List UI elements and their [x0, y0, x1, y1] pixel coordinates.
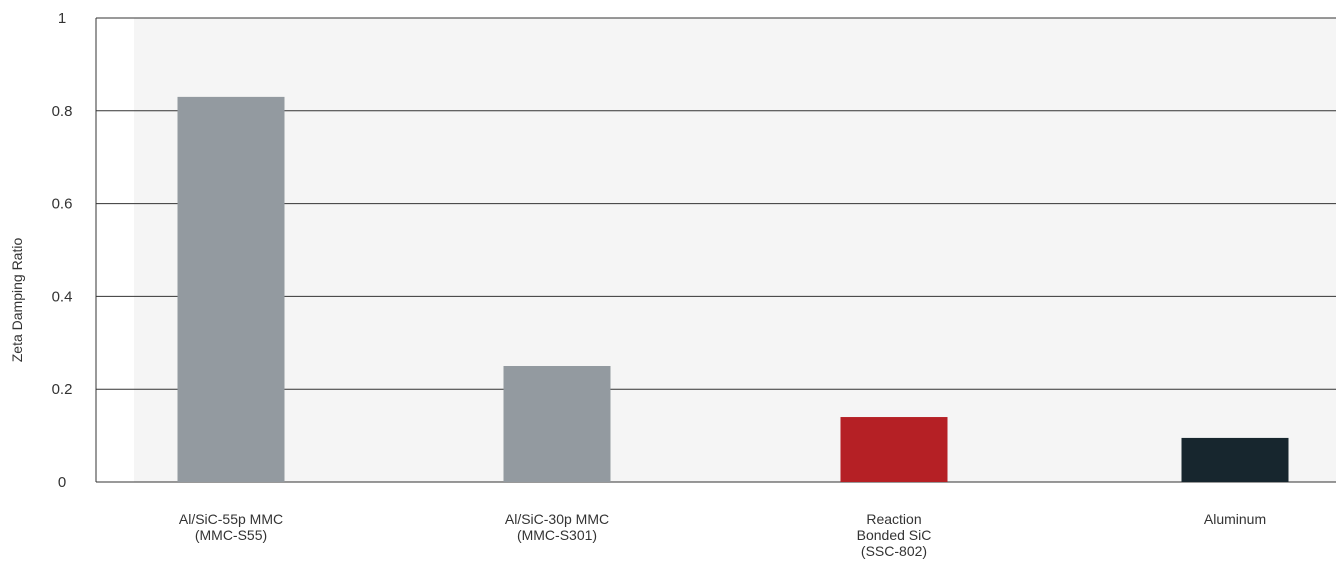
y-tick-label-5: 1	[58, 10, 66, 27]
x-category-label-2: Reaction Bonded SiC (SSC-802)	[857, 511, 932, 559]
bars	[177, 96, 1289, 482]
x-category-labels: Al/SiC-55p MMC (MMC-S55)Al/SiC-30p MMC (MM…	[179, 511, 1266, 559]
x-category-label-3: Aluminum	[1204, 511, 1266, 527]
x-category-label-line: (MMC-S301)	[517, 527, 597, 543]
bar-2	[840, 417, 948, 482]
bar-1	[503, 366, 611, 482]
gridlines	[96, 17, 1336, 483]
bar-0	[177, 96, 285, 482]
x-category-label-line: Bonded SiC	[857, 527, 932, 543]
x-category-label-line: Al/SiC-55p MMC	[179, 511, 283, 527]
y-tick-labels: 0 0.2 0.4 0.6 0.8 1	[52, 10, 73, 491]
x-category-label-line: Al/SiC-30p MMC	[505, 511, 609, 527]
y-tick-label-2: 0.4	[52, 288, 73, 305]
x-category-label-line: Reaction	[866, 511, 921, 527]
plot-background	[134, 18, 1336, 482]
y-tick-label-4: 0.8	[52, 103, 73, 120]
x-category-label-line: Aluminum	[1204, 511, 1266, 527]
y-axis-title: Zeta Damping Ratio	[9, 238, 25, 363]
bar-3	[1181, 437, 1289, 482]
y-tick-label-3: 0.6	[52, 196, 73, 213]
x-category-label-0: Al/SiC-55p MMC (MMC-S55)	[179, 511, 283, 543]
y-tick-label-0: 0	[58, 474, 66, 491]
x-category-label-line: (SSC-802)	[861, 543, 927, 559]
y-tick-label-1: 0.2	[52, 381, 73, 398]
x-category-label-line: (MMC-S55)	[195, 527, 267, 543]
x-category-label-1: Al/SiC-30p MMC (MMC-S301)	[505, 511, 609, 543]
